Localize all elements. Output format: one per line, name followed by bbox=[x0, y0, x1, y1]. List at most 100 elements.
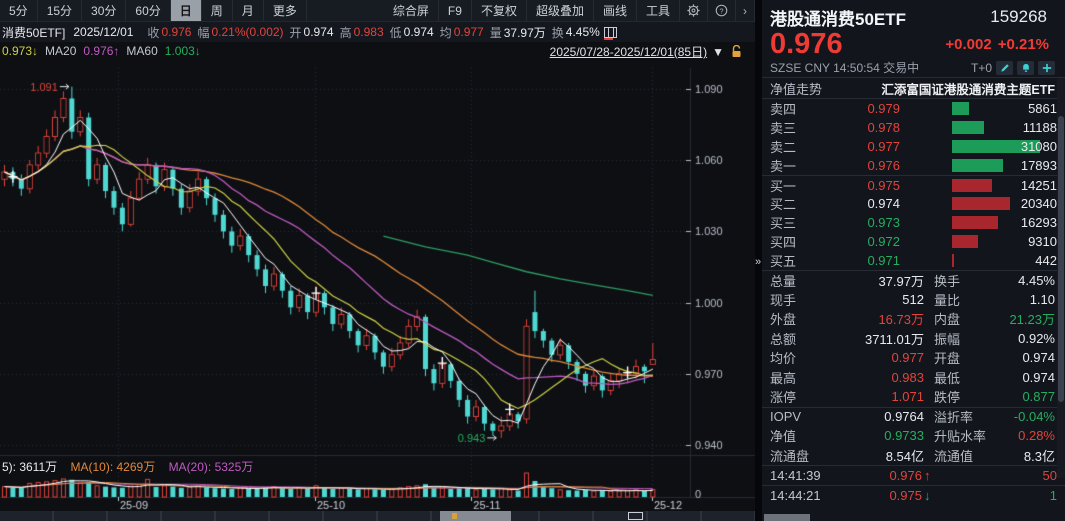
high-value: 0.983 bbox=[353, 25, 384, 39]
keyboard-panel-icon[interactable] bbox=[603, 26, 617, 40]
bottom-strip-marker-icon bbox=[452, 513, 457, 519]
alert-bell-icon[interactable] bbox=[1017, 60, 1034, 75]
ma20-label: MA20 bbox=[45, 44, 77, 58]
ask-row[interactable]: 卖二 0.977 31080 bbox=[762, 137, 1065, 156]
stock-code: 159268 bbox=[990, 7, 1047, 26]
turnover-value: 4.45% bbox=[565, 25, 600, 39]
ask-row[interactable]: 卖四 0.979 5861 bbox=[762, 99, 1065, 118]
super-overlay-button[interactable]: 超级叠加 bbox=[527, 0, 594, 21]
settings-gear-icon[interactable] bbox=[680, 0, 708, 21]
panel-divider[interactable]: » bbox=[755, 0, 762, 521]
bottom-tab-strip[interactable] bbox=[0, 511, 755, 521]
order-book: 卖四 0.979 5861 卖三 0.978 11188 卖二 0.977 31080 卖一 0.9… bbox=[762, 99, 1065, 270]
close-value: 0.976 bbox=[161, 25, 192, 39]
fund-full-name-link[interactable]: 汇添富国证港股通消费主题ETF bbox=[881, 82, 1055, 97]
nav-trend-link[interactable]: 净值走势 bbox=[770, 81, 823, 97]
bid-row[interactable]: 买二 0.974 20340 bbox=[762, 194, 1065, 213]
bid-row[interactable]: 买四 0.972 9310 bbox=[762, 232, 1065, 251]
price-change-pct: +0.21% bbox=[997, 35, 1049, 53]
book-level-label: 买一 bbox=[770, 178, 797, 194]
volume-value: 37.97万 bbox=[503, 25, 546, 40]
book-price: 0.978 bbox=[867, 120, 900, 135]
book-price: 0.979 bbox=[867, 101, 900, 116]
book-price: 0.974 bbox=[867, 196, 900, 211]
stat-row: 外盘 16.73万 内盘 21.23万 bbox=[770, 312, 1055, 328]
quote-panel: 港股通消费50ETF 159268 0.976 +0.002 +0.21% SZ… bbox=[762, 0, 1065, 521]
period-more[interactable]: 更多 bbox=[264, 0, 307, 21]
period-30min[interactable]: 30分 bbox=[82, 0, 127, 21]
depth-bar bbox=[952, 197, 1010, 210]
book-level-label: 买二 bbox=[770, 197, 797, 212]
ma60-value: 1.003↓ bbox=[164, 44, 201, 58]
quote-info-bar: 消费50ETF] 2025/12/01 收 0.976 幅 0.21%(0.002)… bbox=[0, 22, 755, 42]
stat-row: 总量 37.97万 换手 4.45% bbox=[762, 270, 1065, 290]
collapse-panel-icon[interactable]: » bbox=[755, 256, 762, 268]
f9-button[interactable]: F9 bbox=[439, 0, 472, 21]
tools-button[interactable]: 工具 bbox=[637, 0, 680, 21]
t0-badge: T+0 bbox=[970, 60, 992, 75]
depth-bar bbox=[952, 254, 954, 267]
ma60-label: MA60 bbox=[126, 44, 158, 58]
ma10-value: 0.973↓ bbox=[2, 44, 39, 58]
edit-pencil-icon[interactable] bbox=[996, 60, 1013, 75]
chart-area: 5分 15分 30分 60分 日 周 月 更多 综合屏 F9 不复权 超级叠加 … bbox=[0, 0, 755, 521]
scrollbar-thumb[interactable] bbox=[1058, 116, 1064, 402]
date-range-text[interactable]: 2025/07/28-2025/12/01(85日) bbox=[549, 45, 708, 59]
date-label: 2025/12/01 bbox=[73, 25, 134, 39]
period-monthly[interactable]: 月 bbox=[233, 0, 264, 21]
bottom-strip-window-icon[interactable] bbox=[628, 512, 643, 520]
date-range-selector[interactable]: 2025/07/28-2025/12/01(85日) ▼ bbox=[550, 43, 741, 60]
volume-ma-legend: 5): 3611万 MA(10): 4269万 MA(20): 5325万 bbox=[2, 458, 263, 475]
ask-row[interactable]: 卖三 0.978 11188 bbox=[762, 118, 1065, 137]
add-watchlist-icon[interactable] bbox=[1038, 60, 1055, 75]
book-price: 0.977 bbox=[867, 139, 900, 154]
period-60min[interactable]: 60分 bbox=[126, 0, 171, 21]
volume-ma20-value: MA(20): 5325万 bbox=[168, 460, 254, 474]
help-icon[interactable]: ? bbox=[708, 0, 736, 21]
stat-row: 均价 0.977 开盘 0.974 bbox=[770, 350, 1055, 367]
toolbar-spacer bbox=[307, 0, 384, 21]
tick-arrow-icon: ↓ bbox=[924, 488, 931, 503]
tick-row[interactable]: 14:41:39 0.976 ↑ 50 bbox=[762, 465, 1065, 485]
book-quantity: 9310 bbox=[1028, 234, 1057, 249]
stat-row: 净值 0.9733 升贴水率 0.28% bbox=[770, 428, 1055, 445]
avg-value: 0.977 bbox=[453, 25, 484, 39]
bid-row[interactable]: 买五 0.971 442 bbox=[762, 251, 1065, 270]
book-level-label: 买五 bbox=[770, 254, 797, 269]
toolbar-expand-chevron-icon[interactable]: › bbox=[736, 0, 755, 21]
panel-scrollbar[interactable] bbox=[1057, 78, 1065, 478]
depth-bar bbox=[952, 179, 992, 192]
stock-name: 港股通消费50ETF bbox=[770, 9, 907, 29]
stat-row: 现手 512 量比 1.10 bbox=[770, 291, 1055, 308]
stat-row: 总额 3711.01万 振幅 0.92% bbox=[770, 330, 1055, 347]
price-change: +0.002 bbox=[945, 35, 992, 53]
ask-row[interactable]: 卖一 0.976 17893 bbox=[762, 156, 1065, 175]
volume-ma5-value: 5): 3611万 bbox=[2, 460, 58, 474]
stat-row: 涨停 1.071 跌停 0.877 bbox=[770, 389, 1055, 406]
unlock-icon[interactable] bbox=[731, 44, 741, 58]
period-5min[interactable]: 5分 bbox=[0, 0, 38, 21]
composite-screen-button[interactable]: 综合屏 bbox=[384, 0, 439, 21]
book-quantity: 14251 bbox=[1020, 177, 1057, 193]
stat-row: 最高 0.983 最低 0.974 bbox=[770, 369, 1055, 386]
book-level-label: 买三 bbox=[770, 216, 797, 231]
book-price: 0.973 bbox=[867, 215, 900, 230]
tick-row[interactable]: 14:44:21 0.975 ↓ 1 bbox=[762, 485, 1065, 505]
draw-line-button[interactable]: 画线 bbox=[594, 0, 637, 21]
no-adjust-button[interactable]: 不复权 bbox=[472, 0, 527, 21]
panel-drag-handle[interactable] bbox=[764, 514, 810, 521]
tick-list[interactable]: 14:41:39 0.976 ↑ 50 14:44:21 0.975 ↓ 1 bbox=[762, 465, 1065, 505]
book-level-label: 卖一 bbox=[770, 159, 797, 174]
bottom-strip-active-segment[interactable] bbox=[440, 511, 511, 521]
period-weekly[interactable]: 周 bbox=[202, 0, 233, 21]
range-dropdown-arrow-icon[interactable]: ▼ bbox=[712, 44, 724, 59]
bid-row[interactable]: 买一 0.975 14251 bbox=[762, 175, 1065, 194]
book-price: 0.976 bbox=[867, 158, 900, 173]
period-15min[interactable]: 15分 bbox=[38, 0, 83, 21]
bid-row[interactable]: 买三 0.973 16293 bbox=[762, 213, 1065, 232]
svg-text:?: ? bbox=[719, 6, 723, 15]
candlestick-chart[interactable] bbox=[0, 60, 755, 511]
period-daily[interactable]: 日 bbox=[170, 0, 202, 21]
exchange-session-info: SZSE CNY 14:50:54 交易中 bbox=[770, 61, 920, 75]
